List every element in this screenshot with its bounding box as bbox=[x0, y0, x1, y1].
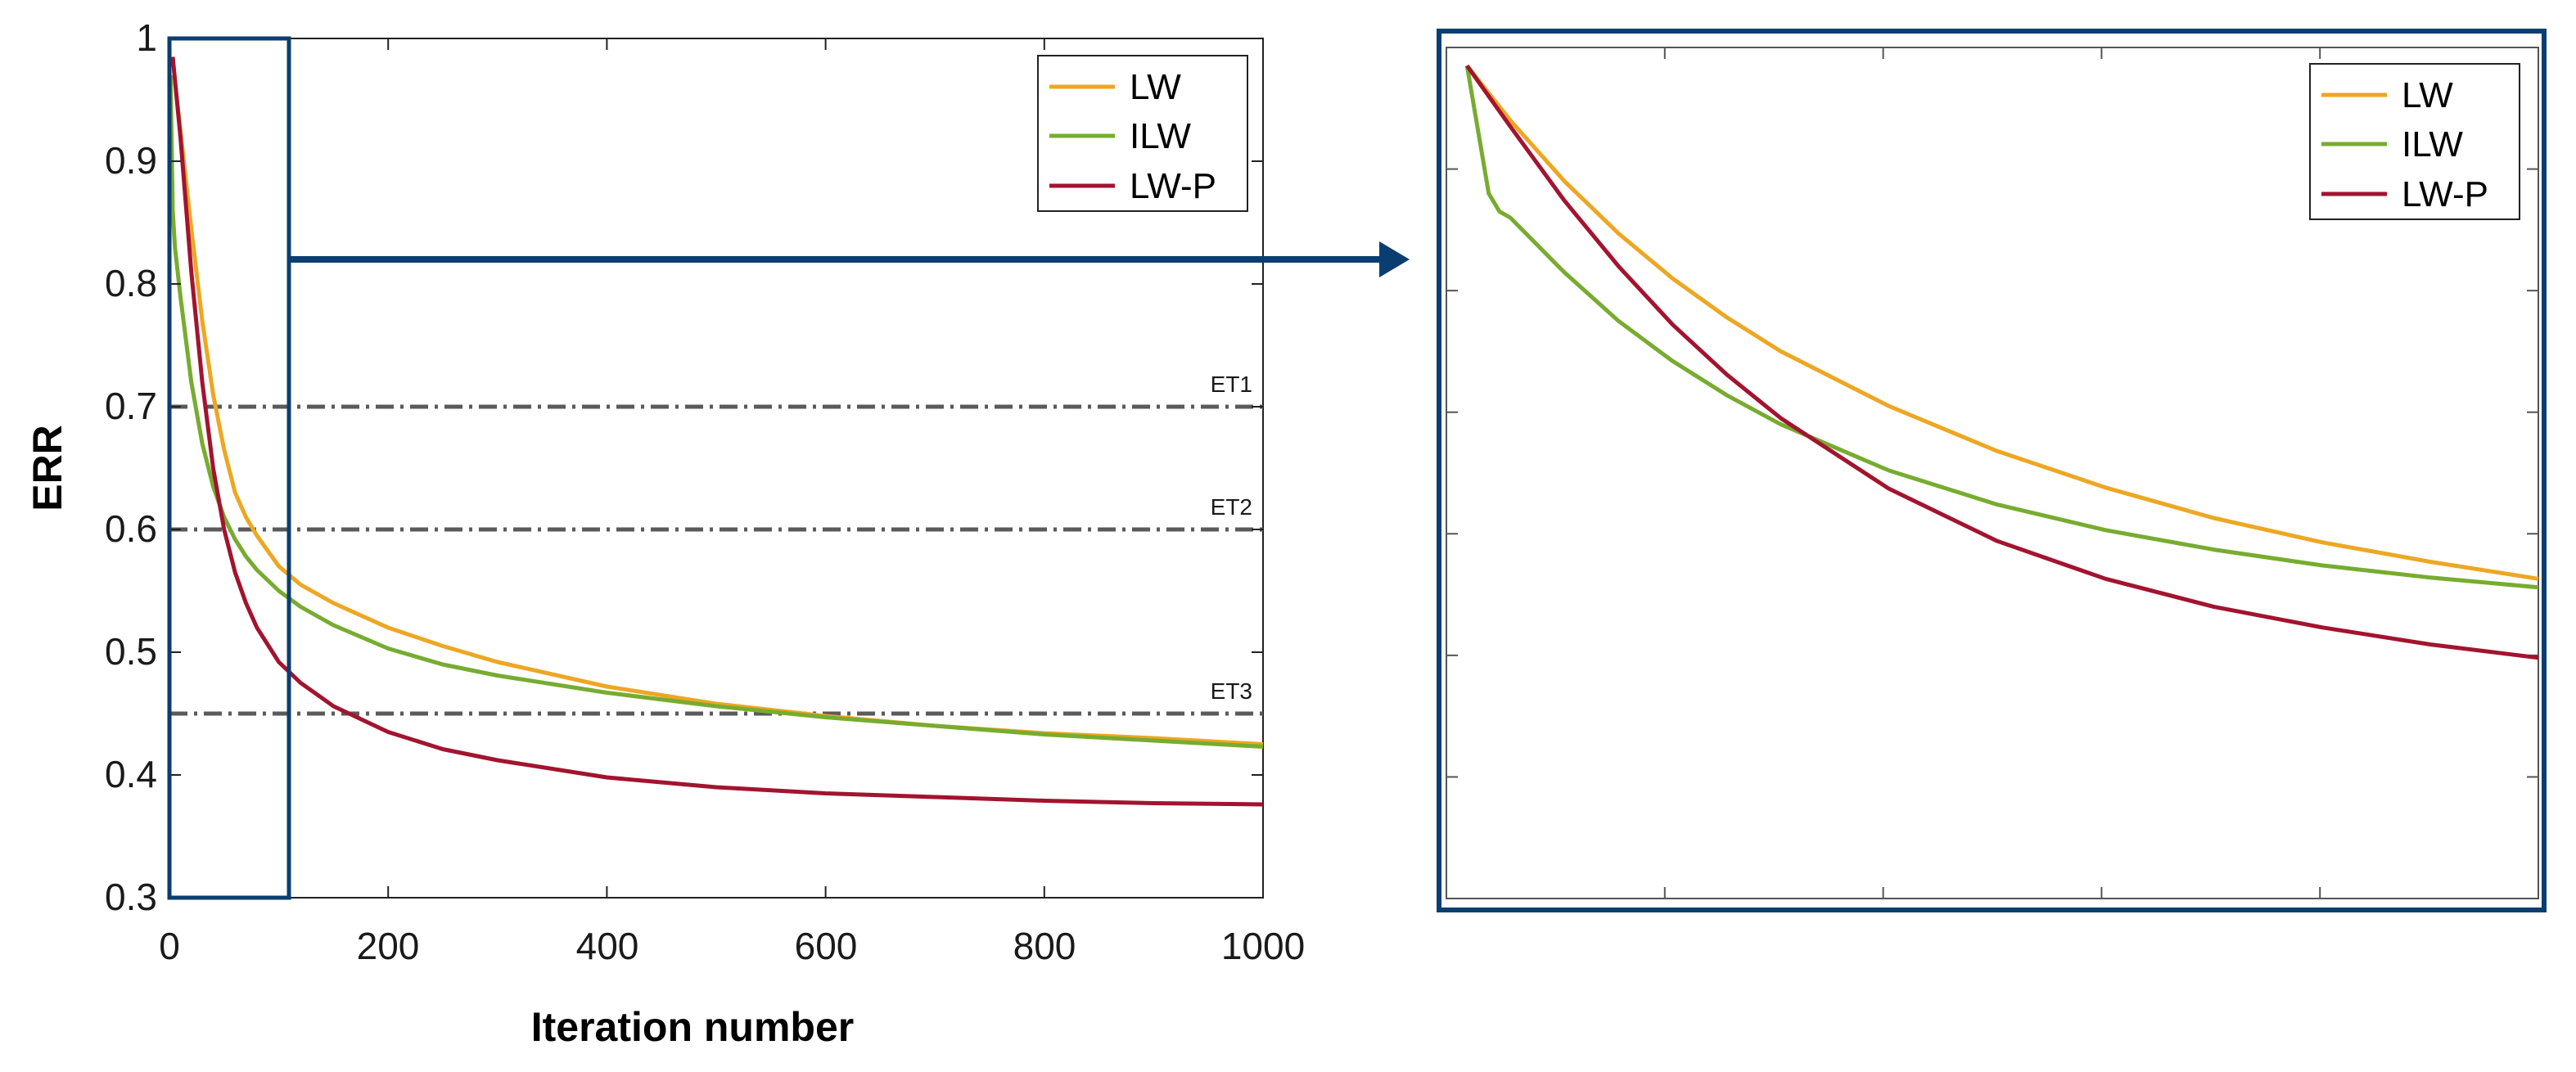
inset-series-line-lw bbox=[1465, 64, 2539, 581]
zoom-arrow-icon bbox=[289, 241, 1410, 277]
x-tick-label: 200 bbox=[357, 925, 420, 967]
y-tick-label: 0.7 bbox=[105, 385, 157, 427]
inset-legend: LW ILW LW-P bbox=[2309, 63, 2520, 220]
y-tick-label: 0.4 bbox=[105, 753, 157, 795]
x-axis-title: Iteration number bbox=[531, 1004, 854, 1050]
y-tick-label: 0.6 bbox=[105, 507, 157, 550]
legend-label-ilw: ILW bbox=[1130, 116, 1191, 156]
reference-label-et2: ET2 bbox=[1211, 494, 1252, 520]
legend-label-lw: LW bbox=[1130, 67, 1181, 107]
zoom-region-box bbox=[167, 36, 291, 900]
inset-series-lines bbox=[1464, 64, 2539, 660]
y-tick-label: 0.8 bbox=[105, 262, 157, 304]
main-legend: LW ILW LW-P bbox=[1037, 55, 1248, 212]
legend-label-lw: LW bbox=[2402, 75, 2453, 115]
reference-label-et3: ET3 bbox=[1211, 678, 1252, 704]
x-tick-label: 600 bbox=[795, 925, 858, 967]
inset-series-line-lw-p bbox=[1465, 64, 2539, 660]
y-tick-label: 0.5 bbox=[105, 630, 157, 673]
y-tick-label: 1 bbox=[136, 16, 157, 59]
series-line-lw-p bbox=[170, 56, 1264, 807]
y-axis-title: ERR bbox=[25, 425, 70, 511]
y-tick-label: 0.9 bbox=[105, 139, 157, 182]
legend-label-lw-p: LW-P bbox=[1130, 166, 1216, 206]
x-tick-label: 800 bbox=[1013, 925, 1076, 967]
inset-series-line-ilw bbox=[1464, 65, 2539, 590]
x-tick-label: 1000 bbox=[1221, 925, 1305, 967]
x-tick-label: 400 bbox=[576, 925, 639, 967]
y-tick-label: 0.3 bbox=[105, 876, 157, 918]
x-tick-label: 0 bbox=[159, 925, 180, 967]
reference-label-et1: ET1 bbox=[1211, 372, 1252, 397]
legend-label-lw-p: LW-P bbox=[2402, 174, 2488, 214]
legend-label-ilw: ILW bbox=[2402, 124, 2463, 164]
